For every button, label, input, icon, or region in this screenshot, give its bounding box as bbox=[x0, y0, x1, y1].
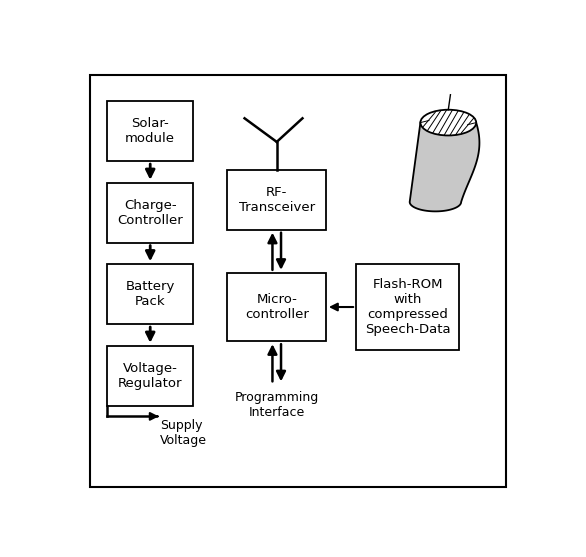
Bar bbox=[356, 264, 459, 350]
Text: Micro-
controller: Micro- controller bbox=[245, 293, 309, 321]
Bar bbox=[107, 264, 193, 324]
Bar bbox=[227, 273, 326, 341]
Bar bbox=[227, 170, 326, 230]
Bar bbox=[107, 183, 193, 243]
Text: Solar-
module: Solar- module bbox=[125, 117, 175, 145]
Bar bbox=[107, 101, 193, 161]
Text: Voltage-
Regulator: Voltage- Regulator bbox=[118, 361, 182, 390]
Text: Battery
Pack: Battery Pack bbox=[125, 280, 175, 308]
Text: Flash-ROM
with
compressed
Speech-Data: Flash-ROM with compressed Speech-Data bbox=[364, 278, 451, 336]
Text: Programming
Interface: Programming Interface bbox=[234, 390, 319, 419]
Ellipse shape bbox=[420, 110, 476, 135]
Bar bbox=[107, 345, 193, 405]
Text: Charge-
Controller: Charge- Controller bbox=[117, 199, 183, 227]
Text: Supply
Voltage: Supply Voltage bbox=[159, 418, 207, 447]
Text: RF-
Transceiver: RF- Transceiver bbox=[239, 186, 315, 214]
Polygon shape bbox=[410, 123, 479, 211]
